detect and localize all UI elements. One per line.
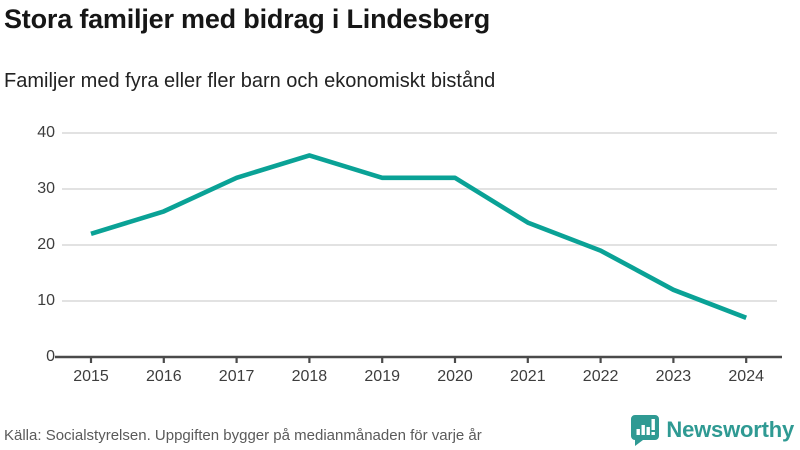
- x-tick-label: 2017: [218, 368, 255, 385]
- newsworthy-logo-icon: [631, 415, 660, 446]
- x-tick-label: 2016: [146, 368, 182, 385]
- x-tick-label: 2024: [728, 368, 764, 385]
- data-line: [90, 153, 748, 320]
- x-tick-label: 2015: [73, 368, 109, 385]
- y-tick-label: 30: [37, 180, 55, 197]
- source-note: Källa: Socialstyrelsen. Uppgiften bygger…: [4, 427, 482, 444]
- chart-subtitle: Familjer med fyra eller fler barn och ek…: [4, 70, 496, 92]
- y-tick-label: 0: [46, 348, 55, 365]
- y-tick-label: 40: [37, 124, 55, 141]
- x-tick-label: 2023: [655, 368, 692, 385]
- newsworthy-logo: Newsworthy: [630, 414, 794, 446]
- chart-title: Stora familjer med bidrag i Lindesberg: [4, 4, 491, 34]
- x-tick-label: 2021: [510, 368, 546, 385]
- y-tick-label: 20: [37, 236, 55, 253]
- x-tick-label: 2022: [582, 368, 619, 385]
- y-tick-label: 10: [37, 292, 55, 309]
- newsworthy-wordmark: Newsworthy: [666, 417, 794, 442]
- x-tick-label: 2018: [291, 368, 328, 385]
- x-tick-label: 2019: [364, 368, 400, 385]
- x-tick-label: 2020: [437, 368, 473, 385]
